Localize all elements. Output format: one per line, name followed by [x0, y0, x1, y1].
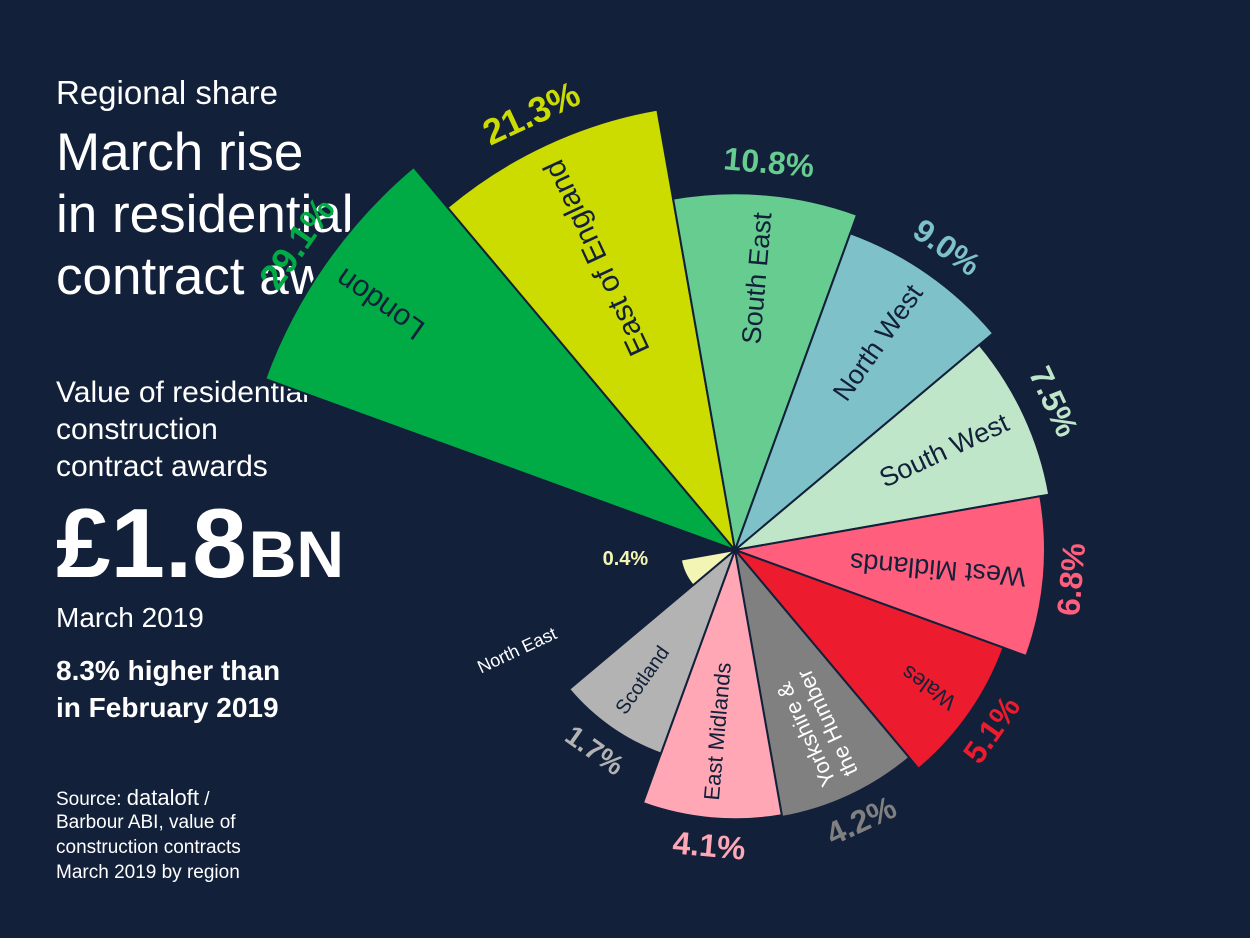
- source-brand: dataloft: [126, 785, 199, 810]
- subtitle-line: construction: [56, 413, 218, 446]
- source-line: March 2019 by region: [56, 862, 240, 883]
- subtitle: Value of residential construction contra…: [56, 374, 309, 485]
- slice-wales: [731, 547, 1005, 771]
- source-note: Source: dataloft / Barbour ABI, value of…: [56, 785, 241, 885]
- headline-line: in residential: [56, 185, 354, 244]
- data-label-south-east: 10.8%: [722, 140, 816, 184]
- headline-line: March rise: [56, 123, 304, 182]
- source-separator: /: [204, 789, 210, 810]
- chart-slices: [263, 108, 1051, 821]
- slice-scotland: [567, 546, 738, 755]
- headline-figure: £1.8BN: [56, 494, 344, 592]
- slice-name-north-east: North East: [474, 623, 560, 677]
- change-line: 8.3% higher than: [56, 655, 281, 686]
- data-label-north-east: 0.4%: [603, 548, 649, 570]
- source-label: Source:: [56, 789, 122, 810]
- source-line: Barbour ABI, value of: [56, 812, 236, 833]
- source-line: construction contracts: [56, 837, 241, 858]
- slice-north-east: [679, 548, 739, 587]
- change-line: in February 2019: [56, 692, 279, 723]
- headline-figure-unit: BN: [248, 517, 345, 591]
- subtitle-line: Value of residential: [56, 376, 309, 409]
- headline-figure-value: £1.8: [56, 488, 247, 598]
- eyebrow: Regional share: [56, 74, 278, 111]
- slice-south-west: [731, 343, 1051, 552]
- data-label-east-midlands: 4.1%: [671, 824, 747, 866]
- slice-east-midlands: [641, 546, 783, 821]
- slice-south-east: [671, 192, 859, 554]
- change-note: 8.3% higher than in February 2019: [56, 652, 280, 726]
- slice-east-of-england: [446, 108, 737, 554]
- slice-north-west: [732, 232, 995, 554]
- slice-london: [263, 165, 739, 553]
- data-label-west-midlands: 6.8%: [1050, 541, 1092, 617]
- subtitle-line: contract awards: [56, 450, 268, 483]
- period-label: March 2019: [56, 602, 204, 633]
- slice-yorkshire-and-the-humber: [733, 546, 911, 819]
- slice-west-midlands: [731, 495, 1046, 658]
